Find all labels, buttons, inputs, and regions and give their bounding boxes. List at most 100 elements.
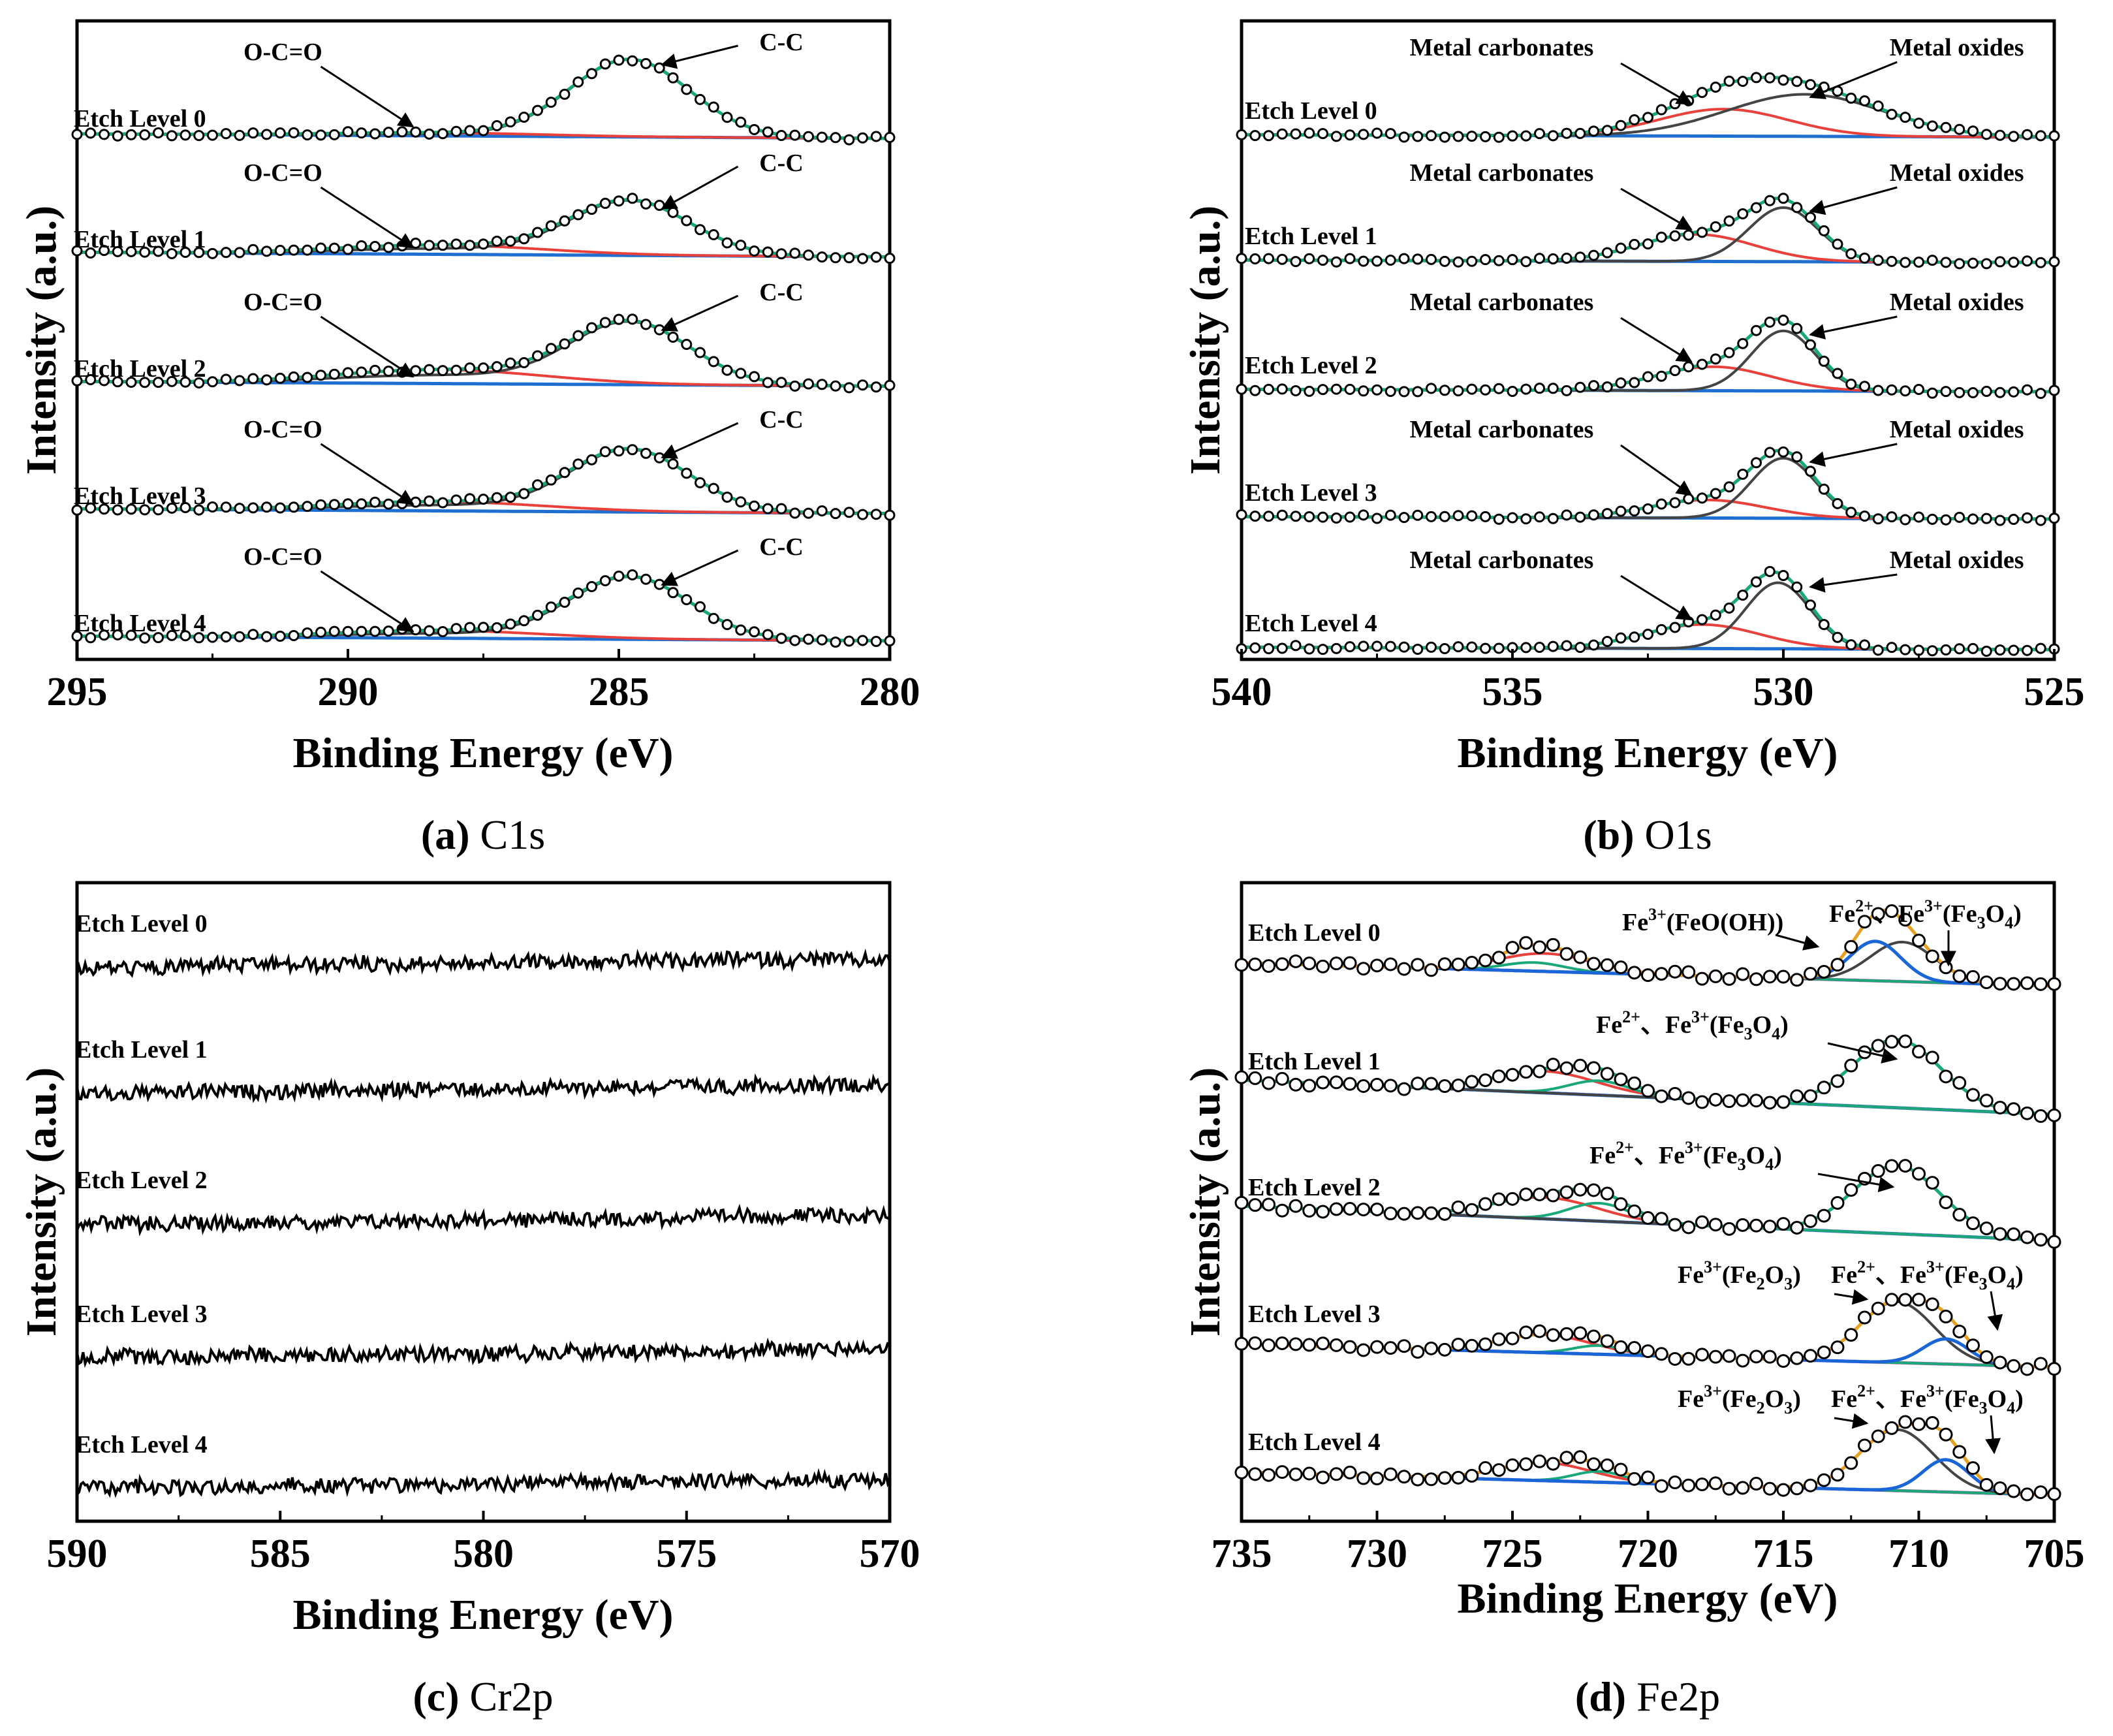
data-point	[1263, 383, 1274, 395]
data-point	[816, 251, 828, 263]
data-point	[1480, 131, 1491, 142]
data-point	[803, 131, 814, 142]
data-point	[328, 242, 340, 254]
data-point	[2047, 1362, 2061, 1376]
data-point	[1316, 959, 1330, 973]
data-point	[505, 618, 516, 630]
data-point	[99, 375, 110, 387]
data-point	[1722, 1094, 1736, 1109]
data-point	[1465, 1468, 1479, 1483]
data-point	[261, 501, 272, 513]
data-point	[775, 503, 787, 514]
data-point	[207, 501, 218, 513]
data-point	[1465, 1203, 1479, 1217]
data-point	[762, 629, 774, 640]
data-point	[424, 240, 435, 251]
data-point	[1832, 497, 1843, 509]
data-point	[1262, 1338, 1276, 1353]
data-point	[681, 84, 693, 95]
data-point	[2022, 512, 2033, 524]
data-point	[586, 580, 597, 592]
data-point	[1534, 641, 1545, 653]
data-point	[1642, 628, 1653, 640]
data-point	[369, 128, 381, 140]
data-point	[139, 504, 151, 516]
data-point	[1248, 1336, 1262, 1350]
data-point	[1939, 1069, 1953, 1084]
etch-level-label: Etch Level 1	[75, 1036, 208, 1064]
data-point	[775, 248, 787, 260]
data-point	[843, 507, 855, 518]
data-point	[302, 627, 313, 639]
data-point	[356, 240, 368, 251]
data-point	[1465, 1075, 1479, 1089]
data-point	[1248, 957, 1262, 971]
data-point	[1505, 1458, 1520, 1472]
data-point	[586, 204, 597, 215]
data-point	[437, 625, 448, 637]
annotation-cc: C-C	[759, 29, 804, 56]
annotation-arrow	[661, 422, 739, 459]
data-point	[586, 322, 597, 334]
data-point	[1940, 514, 1952, 526]
data-point	[2035, 642, 2046, 654]
data-point	[1859, 252, 1870, 264]
data-point	[193, 247, 205, 259]
annotation-arrow	[1827, 1042, 1898, 1064]
data-point	[125, 629, 137, 641]
data-point	[342, 367, 354, 379]
data-point	[1954, 511, 1965, 523]
data-point	[1871, 1301, 1885, 1316]
data-point	[1926, 255, 1938, 266]
data-point	[1329, 1467, 1343, 1481]
data-point	[1248, 1198, 1262, 1212]
data-point	[1859, 95, 1870, 107]
data-point	[1547, 383, 1559, 394]
data-point	[1627, 1204, 1642, 1218]
data-point	[396, 497, 408, 509]
annotation-arrow	[320, 315, 415, 378]
data-point	[261, 631, 272, 642]
data-point	[1966, 1088, 1980, 1102]
data-point	[1900, 257, 1911, 268]
data-point	[247, 502, 259, 514]
data-point	[1682, 965, 1696, 979]
data-point	[71, 129, 83, 140]
data-point	[640, 57, 651, 69]
data-point	[1249, 385, 1261, 396]
data-point	[1954, 123, 1965, 135]
data-point	[1629, 631, 1640, 643]
data-point	[1276, 642, 1288, 654]
data-point	[1371, 255, 1383, 267]
data-point	[166, 629, 178, 641]
data-point	[1925, 1176, 1939, 1190]
data-point	[1505, 941, 1520, 955]
data-point	[356, 625, 368, 637]
data-point	[1412, 131, 1424, 142]
data-point	[1966, 970, 1980, 984]
data-point	[1559, 947, 1574, 961]
data-point	[315, 242, 326, 254]
data-point	[1601, 635, 1613, 647]
data-point	[1236, 383, 1247, 395]
data-point	[1397, 1082, 1411, 1096]
data-point	[1979, 1477, 1994, 1492]
data-point	[1832, 368, 1843, 379]
data-point	[1912, 1293, 1926, 1307]
data-point	[627, 55, 638, 67]
y-axis-label: Intensity (a.u.)	[1182, 206, 1229, 475]
data-point	[830, 508, 841, 520]
data-point	[1885, 904, 1899, 919]
data-point	[1411, 958, 1425, 972]
data-point	[721, 364, 733, 376]
data-point	[1749, 1218, 1763, 1233]
data-point	[1723, 347, 1735, 358]
data-point	[1668, 1351, 1682, 1366]
data-point	[302, 129, 313, 141]
annotation-arrow	[1809, 186, 1898, 215]
data-point	[207, 129, 218, 141]
data-point	[410, 624, 422, 636]
peak-annotations: O-C=O C-C O-C=O C-C O-C=O C-C O-C=O C-C O-C=O C-C	[243, 29, 804, 633]
data-point	[1655, 104, 1667, 116]
etch-level-label: Etch Level 0	[75, 910, 208, 938]
